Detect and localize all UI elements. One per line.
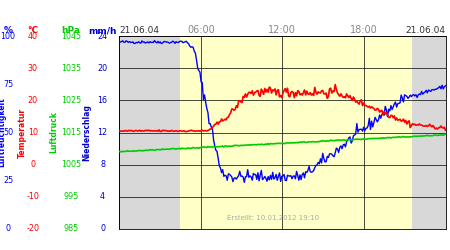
Text: %: % [4,26,13,35]
Text: 8: 8 [100,160,105,169]
Text: 20: 20 [28,96,38,105]
Text: 0: 0 [5,224,11,233]
Text: 21.06.04: 21.06.04 [119,26,159,35]
Text: 21.06.04: 21.06.04 [405,26,446,35]
Text: 4: 4 [100,192,105,201]
Text: Niederschlag: Niederschlag [82,104,91,161]
Text: -20: -20 [27,224,39,233]
Text: Erstellt: 10.01.2012 19:10: Erstellt: 10.01.2012 19:10 [227,215,319,221]
Text: Luftfeuchtigkeit: Luftfeuchtigkeit [0,98,6,168]
Text: Luftdruck: Luftdruck [50,112,58,154]
Text: 0: 0 [30,160,36,169]
Text: 06:00: 06:00 [187,25,215,35]
Text: 1045: 1045 [61,32,81,41]
Text: hPa: hPa [62,26,81,35]
Text: 40: 40 [28,32,38,41]
Text: -10: -10 [27,192,39,201]
Text: Temperatur: Temperatur [18,108,27,158]
Text: 25: 25 [3,176,13,185]
Text: 985: 985 [63,224,79,233]
Text: 50: 50 [3,128,13,137]
Text: 16: 16 [98,96,108,105]
Text: 1035: 1035 [61,64,81,73]
Text: 100: 100 [0,32,16,41]
Text: 75: 75 [3,80,13,89]
Text: 12:00: 12:00 [269,25,296,35]
Text: 30: 30 [28,64,38,73]
Text: 1015: 1015 [61,128,81,137]
Bar [411,36,446,229]
Text: 12: 12 [98,128,108,137]
Text: 0: 0 [100,224,105,233]
Text: 24: 24 [98,32,108,41]
Bar [180,36,411,229]
Text: °C: °C [27,26,38,35]
Text: 1025: 1025 [61,96,81,105]
Text: 995: 995 [63,192,79,201]
Text: 18:00: 18:00 [350,25,378,35]
Text: 20: 20 [98,64,108,73]
Text: 1005: 1005 [61,160,81,169]
Bar [119,36,180,229]
Text: mm/h: mm/h [88,26,117,35]
Text: 10: 10 [28,128,38,137]
